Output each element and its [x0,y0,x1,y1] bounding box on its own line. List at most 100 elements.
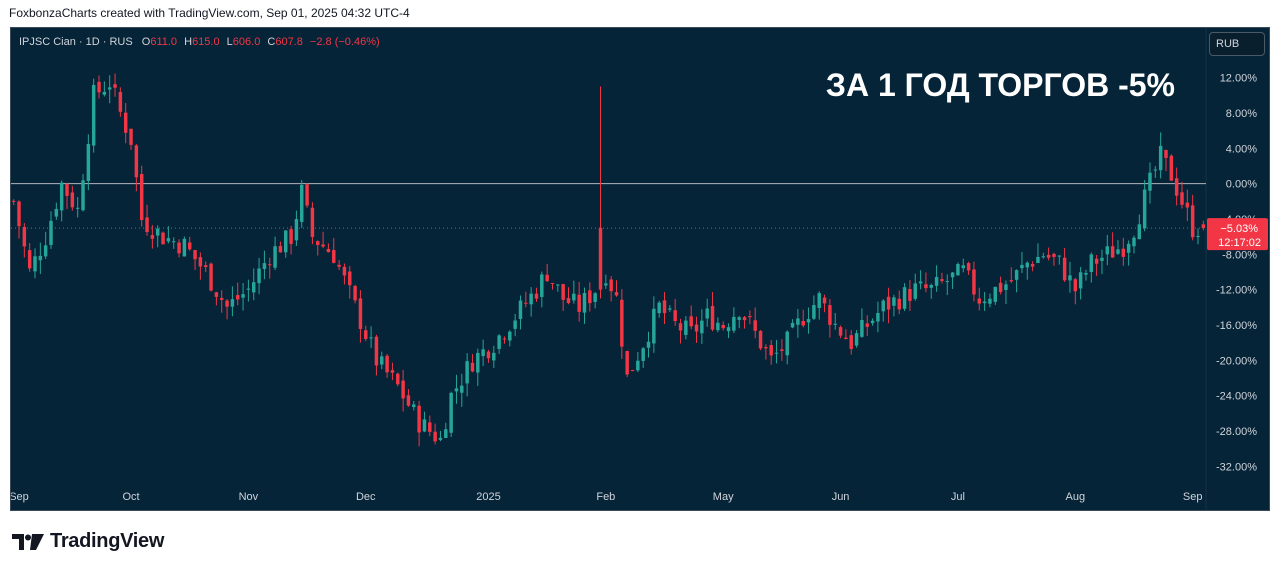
candle-body [305,184,309,206]
candle-body [566,298,571,304]
candle-body [1100,257,1104,261]
candle-body [182,238,187,257]
candle-body [364,330,368,339]
candle-body [123,112,128,133]
legend-low-label: L [226,36,233,48]
candle-body [1073,279,1078,292]
candle-body [662,300,667,314]
candle-body [1105,246,1110,255]
candle-body [646,341,651,348]
candle-body [433,431,437,442]
candle-body [417,405,421,433]
x-tick-label: Oct [122,491,139,503]
candle-body [540,274,544,297]
candle-body [769,345,773,356]
legend-high-value: 615.0 [192,36,220,48]
candle-body [155,228,160,236]
y-tick-label: 12.00% [1220,73,1258,85]
candle-body [561,284,565,300]
candle-body [828,305,832,325]
candle-body [454,388,459,392]
candle-body [342,266,347,276]
candle-body [11,200,16,202]
candle-body [27,250,32,269]
candle-body [1057,255,1062,257]
candle-body [219,297,224,300]
candle-body [886,296,891,310]
candle-body [956,264,960,276]
legend-close-value: 607.8 [275,36,303,48]
candle-body [177,242,181,254]
candle-body [294,219,299,241]
candle-body [785,331,789,356]
candlestick-chart[interactable]: 12.00%8.00%4.00%0.00%-4.00%-8.00%-12.00%… [11,28,1269,510]
candle-body [497,335,501,349]
candle-body [673,310,677,322]
candle-body [545,274,549,282]
candle-body [230,299,235,307]
candle-body [97,81,101,93]
candle-body [273,246,277,268]
candle-body [940,279,944,281]
candle-body [609,279,613,292]
candle-body [422,419,427,432]
candle-body [529,293,533,305]
candle-body [428,422,432,432]
y-tick-label: -20.00% [1216,355,1257,367]
candle-body [854,333,859,346]
candle-body [972,269,976,295]
candle-body [33,256,37,272]
candle-body [694,324,699,332]
candle-body [982,301,987,304]
candle-body [881,300,885,312]
legend-symbol[interactable]: IPJSC Cian · 1D · RUS [19,36,133,48]
candle-body [390,370,395,373]
candle-body [1004,284,1008,290]
symbol-legend: IPJSC Cian · 1D · RUS O611.0 H615.0 L606… [19,36,380,48]
candle-body [332,250,336,263]
candle-body [49,220,53,245]
candle-body [1009,280,1014,282]
candle-body [1110,246,1115,258]
candle-body [214,292,219,297]
candle-body [977,298,982,304]
tradingview-logo[interactable]: TradingView [12,530,164,553]
candle-body [934,276,939,286]
x-tick-label: 2025 [476,491,500,503]
candle-body [582,293,587,313]
candle-body [1185,202,1190,208]
candle-body [91,84,96,146]
y-tick-label: 8.00% [1226,108,1257,120]
chart-pane[interactable]: 12.00%8.00%4.00%0.00%-4.00%-8.00%-12.00%… [10,27,1270,511]
currency-button[interactable]: RUB [1209,32,1265,56]
candle-body [380,356,384,365]
tradingview-logo-icon [12,533,44,550]
candle-body [588,290,592,304]
candle-body [753,320,757,331]
candle-body [145,217,149,233]
candle-body [321,244,325,247]
candle-body [1025,262,1030,268]
candle-body [913,283,917,299]
legend-open-label: O [141,36,151,48]
x-tick-label: Nov [239,491,259,503]
candle-body [241,294,245,298]
candle-body [716,322,720,331]
last-price-value: −5.03% [1220,223,1258,235]
candle-body [513,320,517,329]
candle-body [1014,270,1019,280]
candle-body [438,437,443,440]
candle-body [1137,224,1142,240]
x-tick-label: Feb [596,491,615,503]
candle-body [1062,257,1067,281]
candle-body [358,298,363,329]
candle-body [113,84,117,88]
candle-body [641,348,645,361]
headline-annotation: ЗА 1 ГОД ТОРГОВ -5% [826,67,1175,103]
candle-body [326,248,331,253]
candle-body [1068,275,1072,281]
candle-body [102,91,107,95]
candle-body [401,380,405,399]
candle-body [486,351,491,359]
candle-body [449,392,453,433]
